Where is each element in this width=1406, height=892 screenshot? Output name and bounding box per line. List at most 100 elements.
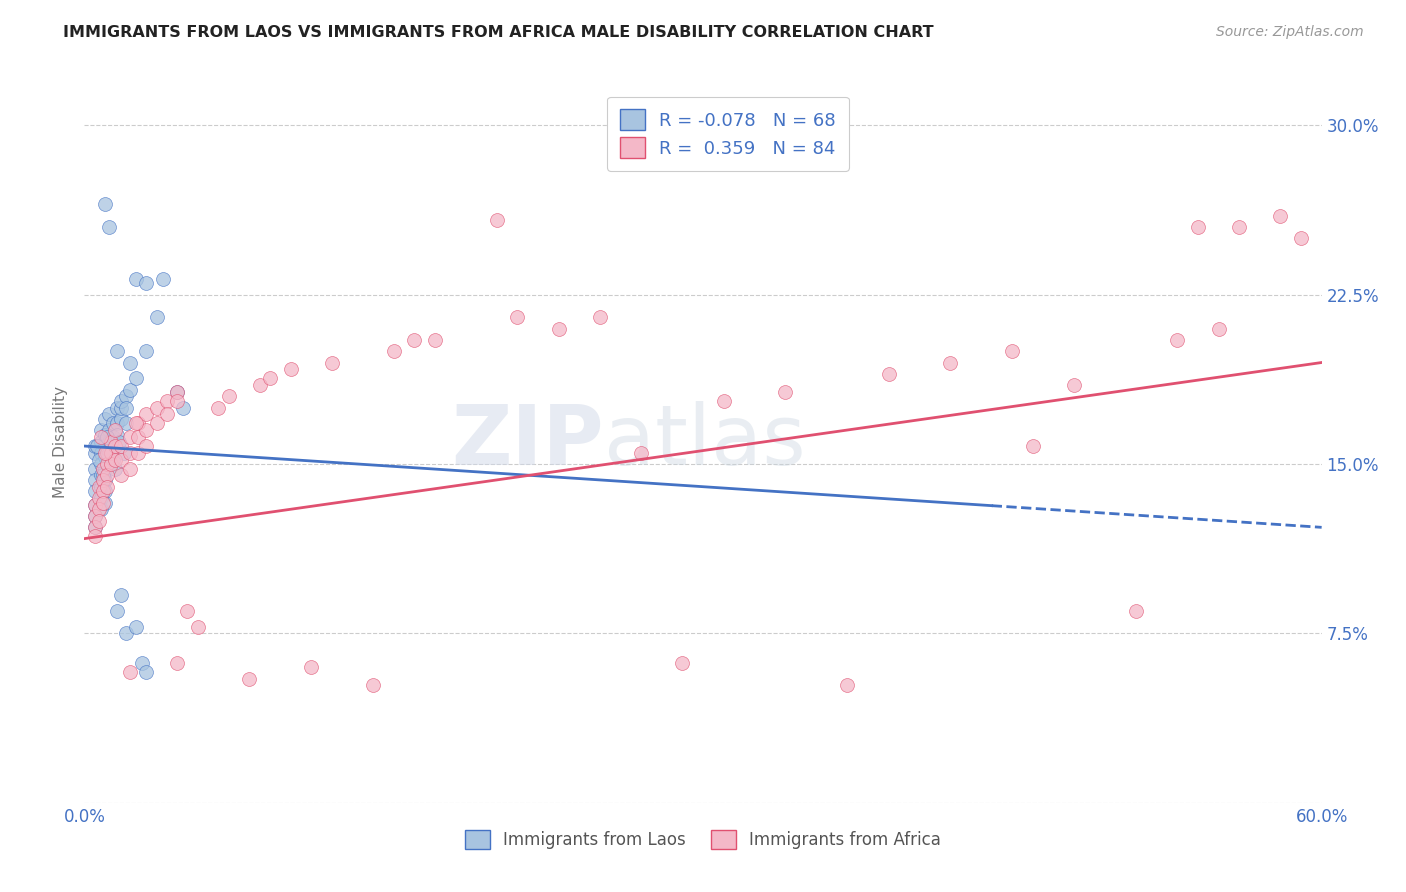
Point (110, 393, 132, 408)
Point (939, 355, 962, 369)
Point (135, 344, 157, 359)
Point (83, 509, 105, 524)
Point (94, 412, 117, 426)
Point (87, 502, 110, 516)
Point (1063, 378, 1085, 392)
Point (91, 484, 114, 499)
Point (103, 417, 125, 431)
Point (135, 277, 157, 291)
Point (91, 461, 114, 475)
Point (1125, 604, 1147, 618)
Point (1001, 344, 1024, 359)
Point (83, 484, 105, 499)
Point (94, 473, 117, 487)
Point (90, 423, 112, 437)
Point (96, 446, 118, 460)
Point (1208, 321, 1230, 335)
Point (404, 333, 426, 347)
Point (90, 430, 112, 444)
Point (104, 452, 127, 467)
Point (94, 484, 117, 499)
Point (105, 401, 128, 415)
Point (152, 272, 174, 286)
Text: ZIP: ZIP (451, 401, 605, 482)
Point (98, 423, 121, 437)
Point (299, 660, 322, 674)
Point (125, 272, 148, 286)
Point (114, 389, 136, 403)
Point (259, 371, 281, 385)
Point (90, 468, 112, 483)
Point (90, 446, 112, 460)
Point (172, 401, 194, 415)
Point (207, 401, 229, 415)
Point (83, 446, 105, 460)
Point (103, 442, 125, 456)
Point (94, 461, 117, 475)
Point (713, 393, 735, 408)
Point (98, 457, 121, 471)
Point (91, 468, 114, 483)
Point (100, 446, 122, 460)
Point (94, 427, 117, 442)
Point (118, 461, 141, 475)
Point (135, 665, 157, 679)
Point (114, 626, 136, 640)
Point (125, 620, 148, 634)
Point (87, 514, 110, 528)
Point (98, 434, 121, 449)
Legend: Immigrants from Laos, Immigrants from Africa: Immigrants from Laos, Immigrants from Af… (456, 821, 950, 860)
Point (280, 362, 302, 376)
Point (1227, 220, 1250, 235)
Point (361, 678, 384, 692)
Point (104, 461, 127, 475)
Point (98, 220, 121, 235)
Point (145, 310, 167, 325)
Point (108, 434, 131, 449)
Point (382, 344, 405, 359)
Point (103, 430, 125, 444)
Point (83, 461, 105, 475)
Point (125, 371, 148, 385)
Point (321, 355, 343, 369)
Point (90, 457, 112, 471)
Point (105, 427, 128, 442)
Point (630, 446, 652, 460)
Point (90, 502, 112, 516)
Point (110, 588, 132, 602)
Point (1289, 231, 1312, 245)
Point (176, 604, 198, 618)
Point (96, 430, 118, 444)
Point (118, 446, 141, 460)
Point (98, 446, 121, 460)
Point (135, 439, 157, 453)
Point (125, 417, 148, 431)
Point (110, 412, 132, 426)
Point (837, 678, 859, 692)
Text: IMMIGRANTS FROM LAOS VS IMMIGRANTS FROM AFRICA MALE DISABILITY CORRELATION CHART: IMMIGRANTS FROM LAOS VS IMMIGRANTS FROM … (63, 25, 934, 40)
Point (94, 446, 117, 460)
Point (118, 355, 141, 369)
Point (91, 495, 114, 509)
Point (775, 384, 797, 399)
Point (877, 367, 900, 381)
Point (94, 197, 117, 211)
Point (135, 408, 157, 422)
Point (589, 310, 612, 325)
Point (485, 213, 508, 227)
Point (94, 495, 117, 509)
Point (90, 434, 112, 449)
Point (166, 384, 188, 399)
Point (94, 439, 117, 453)
Point (104, 439, 127, 453)
Point (218, 389, 240, 403)
Point (1187, 220, 1209, 235)
Point (506, 310, 529, 325)
Point (87, 491, 110, 505)
Point (83, 498, 105, 512)
Point (110, 452, 132, 467)
Point (1022, 439, 1045, 453)
Point (96, 457, 118, 471)
Point (187, 620, 209, 634)
Text: Source: ZipAtlas.com: Source: ZipAtlas.com (1216, 25, 1364, 39)
